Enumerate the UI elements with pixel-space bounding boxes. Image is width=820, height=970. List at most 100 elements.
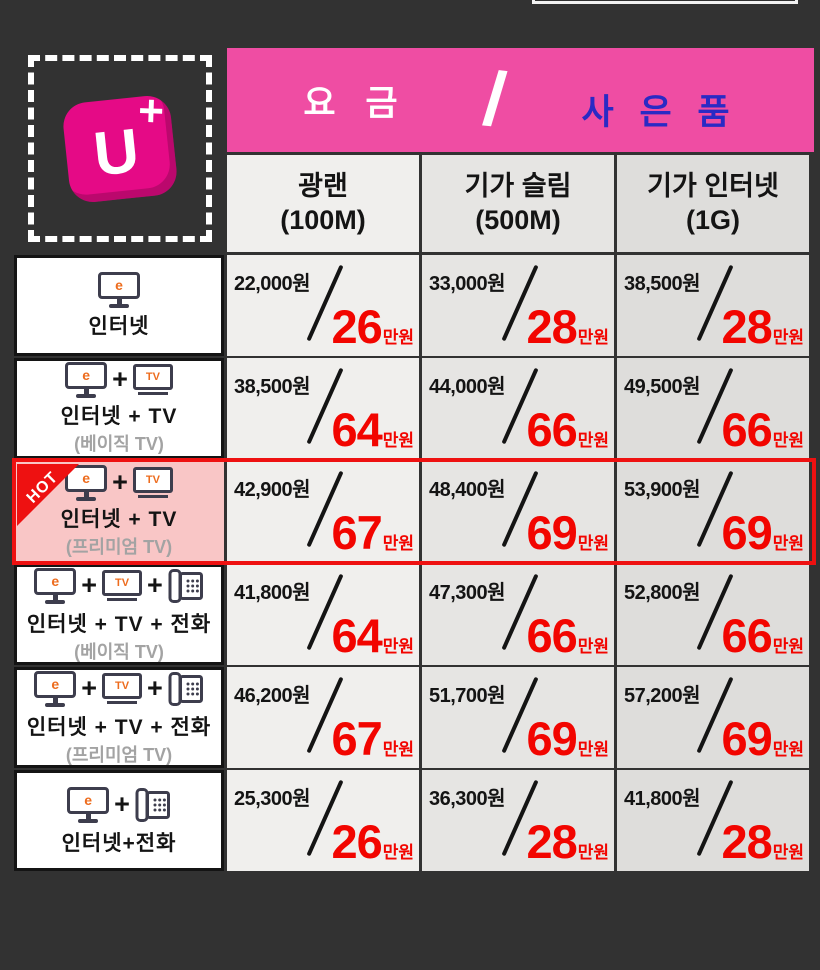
plan-icons: e + TV + (34, 670, 204, 709)
plan-label-cell: HOT e + TV 인터넷 + TV (프리미엄 TV) (14, 461, 224, 562)
price-cell: 46,200원 67 만원 (227, 667, 419, 768)
column-header-1g: 기가 인터넷 (1G) (617, 155, 809, 252)
plus-icon: + (114, 789, 130, 819)
plan-sub-name: (프리미엄 TV) (65, 744, 173, 765)
gift-unit: 만원 (772, 328, 804, 347)
gift-unit: 만원 (772, 534, 804, 553)
gift-unit: 만원 (577, 637, 609, 656)
gift-amount: 28 만원 (721, 815, 804, 868)
plan-name: 인터넷 + TV + 전화 (26, 715, 212, 739)
plan-icons: e + (67, 785, 171, 825)
plan-sub-name: (베이직 TV) (74, 641, 164, 662)
monthly-price: 33,000원 (429, 273, 506, 295)
gift-unit: 만원 (772, 843, 804, 862)
plan-icons: e (98, 271, 140, 308)
plan-label-cell: e + TV 인터넷 + TV (베이직 TV) (14, 358, 224, 459)
gift-unit: 만원 (772, 740, 804, 759)
gift-number: 67 (331, 712, 382, 765)
gift-amount: 64 만원 (331, 609, 414, 662)
price-cell: 53,900원 69 만원 (617, 461, 809, 562)
tv-icon: TV (102, 673, 142, 704)
monthly-price: 25,300원 (234, 788, 311, 810)
column-speed: (1G) (686, 204, 740, 235)
plus-icon: + (147, 570, 163, 600)
price-cell: 41,800원 64 만원 (227, 564, 419, 665)
gift-amount: 69 만원 (526, 715, 609, 761)
table-row: e 인터넷 22,000원 26 만원 33,000원 28 만원 38,500원 28 만원 (14, 255, 814, 356)
column-headers: 광랜 (100M) 기가 슬림 (500M) 기가 인터넷 (1G) (224, 155, 814, 252)
gift-number: 67 (331, 506, 382, 559)
plan-label-cell: e + TV + 인터넷 + TV + 전화 (프리미엄 TV) (14, 667, 224, 768)
fee-gift-header: 요 금 / 사 은 품 (227, 48, 814, 152)
gift-amount: 67 만원 (331, 712, 414, 765)
gift-number: 66 (721, 403, 772, 456)
column-speed: (100M) (280, 204, 366, 235)
gift-unit: 만원 (577, 328, 609, 347)
gift-unit: 만원 (577, 431, 609, 450)
gift-amount: 28 만원 (526, 303, 609, 349)
plan-icons: e + TV (65, 361, 173, 398)
gift-unit: 만원 (382, 431, 414, 450)
table-row: e + TV + 인터넷 + TV + 전화 (베이직 TV) 41,800원 64 만원 47,… (14, 564, 814, 665)
price-cell: 49,500원 66 만원 (617, 358, 809, 459)
gift-amount: 28 만원 (526, 818, 609, 864)
top-partial-box (532, 0, 798, 4)
monthly-price: 22,000원 (234, 273, 311, 295)
plus-icon: + (112, 467, 128, 497)
gift-number: 28 (721, 300, 772, 353)
gift-unit: 만원 (382, 740, 414, 759)
price-cell: 51,700원 69 만원 (422, 667, 614, 768)
table-row-hot: HOT e + TV 인터넷 + TV (프리미엄 TV) 42,900원 67 만원 48,40… (12, 458, 816, 565)
plus-icon: + (81, 570, 97, 600)
gift-unit: 만원 (382, 637, 414, 656)
plan-icons: e + TV (65, 464, 173, 501)
gift-number: 69 (526, 506, 577, 559)
price-cell: 52,800원 66 만원 (617, 564, 809, 665)
gift-number: 64 (331, 403, 382, 456)
internet-monitor-icon: e (65, 361, 108, 398)
column-speed: (500M) (475, 204, 561, 235)
gift-number: 66 (526, 403, 577, 456)
column-name: 기가 슬림 (464, 170, 572, 201)
plan-label-cell: e + TV + 인터넷 + TV + 전화 (베이직 TV) (14, 564, 224, 665)
logo-letter-u: U (90, 115, 143, 190)
gift-number: 64 (331, 609, 382, 662)
header-divider-slash: / (479, 56, 510, 143)
column-name: 기가 인터넷 (647, 170, 779, 201)
monthly-price: 38,500원 (234, 376, 311, 398)
price-cell: 47,300원 66 만원 (422, 564, 614, 665)
monthly-price: 42,900원 (234, 479, 311, 501)
gift-unit: 만원 (577, 740, 609, 759)
price-cell: 57,200원 69 만원 (617, 667, 809, 768)
monthly-price: 51,700원 (429, 685, 506, 707)
monthly-price: 52,800원 (624, 582, 701, 604)
plan-sub-name: (프리미엄 TV) (65, 536, 173, 557)
gift-number: 69 (721, 712, 772, 765)
header-right: 요 금 / 사 은 품 광랜 (100M) 기가 슬림 (500M) 기가 인터… (224, 48, 814, 252)
monthly-price: 47,300원 (429, 582, 506, 604)
gift-unit: 만원 (772, 431, 804, 450)
price-cell: 44,000원 66 만원 (422, 358, 614, 459)
internet-monitor-icon: e (34, 670, 77, 707)
monthly-price: 41,800원 (624, 788, 701, 810)
tv-icon: TV (132, 364, 173, 395)
monthly-price: 48,400원 (429, 479, 506, 501)
tv-icon: TV (102, 570, 142, 601)
monthly-price: 46,200원 (234, 685, 311, 707)
table-row: e + TV 인터넷 + TV (베이직 TV) 38,500원 64 만원 44,000원 66… (14, 358, 814, 459)
plan-name: 인터넷 + TV (60, 507, 178, 531)
gift-amount: 69 만원 (721, 712, 804, 765)
internet-monitor-icon: e (67, 786, 110, 823)
tv-icon: TV (132, 467, 173, 498)
table-row: e + 인터넷+전화 25,300원 26 만원 36,300원 28 만원 41,800원 28 만… (14, 770, 814, 871)
gift-number: 28 (721, 815, 772, 868)
price-cell: 33,000원 28 만원 (422, 255, 614, 356)
gift-number: 69 (721, 506, 772, 559)
price-cell: 22,000원 26 만원 (227, 255, 419, 356)
gift-number: 66 (721, 609, 772, 662)
column-header-500m: 기가 슬림 (500M) (422, 155, 614, 252)
fee-label: 요 금 (303, 83, 408, 123)
monthly-price: 41,800원 (234, 582, 311, 604)
plan-name: 인터넷 (88, 314, 150, 338)
plus-icon: + (81, 673, 97, 703)
